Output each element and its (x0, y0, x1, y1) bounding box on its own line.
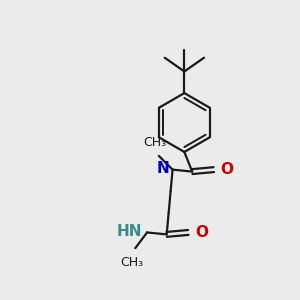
Text: HN: HN (117, 224, 142, 239)
Text: O: O (195, 225, 208, 240)
Text: N: N (157, 161, 169, 176)
Text: CH₃: CH₃ (120, 256, 143, 269)
Text: CH₃: CH₃ (143, 136, 167, 149)
Text: O: O (221, 162, 234, 177)
